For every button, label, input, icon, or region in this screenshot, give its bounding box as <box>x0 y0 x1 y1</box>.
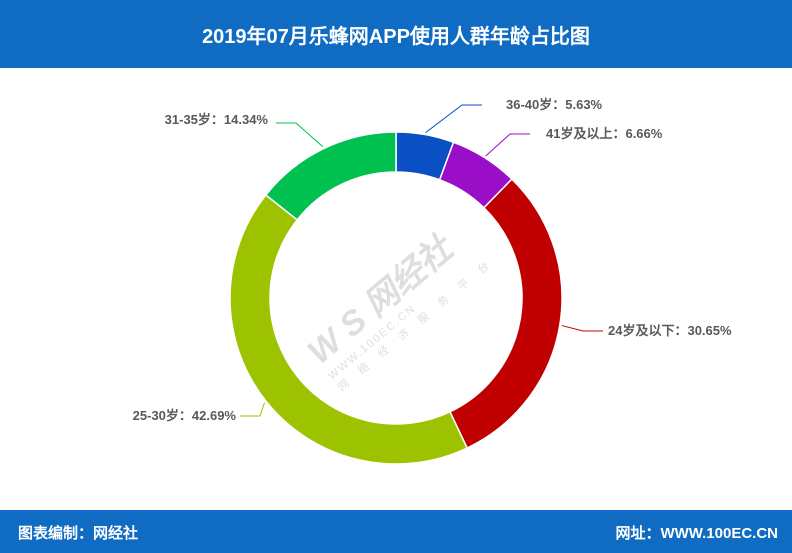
slice-labels: 36-40岁：5.63% 41岁及以上：6.66% 24岁及以下：30.65% 25-… <box>133 97 732 423</box>
slice-label-4: 31-35岁：14.34% <box>165 112 269 127</box>
leader-line-1 <box>485 133 530 157</box>
leader-line-0 <box>425 104 482 134</box>
chart-title: 2019年07月乐蜂网APP使用人群年龄占比图 <box>202 25 590 48</box>
slice-label-0: 36-40岁：5.63% <box>506 97 603 112</box>
leader-line-3 <box>240 402 266 417</box>
leader-line-2 <box>561 325 603 332</box>
slice-label-3: 25-30岁：42.69% <box>133 408 237 423</box>
slice-label-2: 24岁及以下：30.65% <box>608 323 732 338</box>
leader-lines <box>240 104 603 417</box>
footer-source: 图表编制：网经社 <box>18 525 139 542</box>
donut-slice-4 <box>264 131 397 221</box>
chart-title-bar: 2019年07月乐蜂网APP使用人群年龄占比图 <box>0 0 792 68</box>
donut-slices <box>229 131 563 465</box>
donut-slice-3 <box>229 193 469 465</box>
slice-label-1: 41岁及以上：6.66% <box>546 126 663 141</box>
donut-chart: 36-40岁：5.63% 41岁及以上：6.66% 24岁及以下：30.65% 25-… <box>133 97 732 465</box>
footer-website: 网址：WWW.100EC.CN <box>615 525 778 542</box>
footer-bar: 图表编制：网经社 网址：WWW.100EC.CN <box>0 510 792 553</box>
leader-line-4 <box>276 122 324 148</box>
